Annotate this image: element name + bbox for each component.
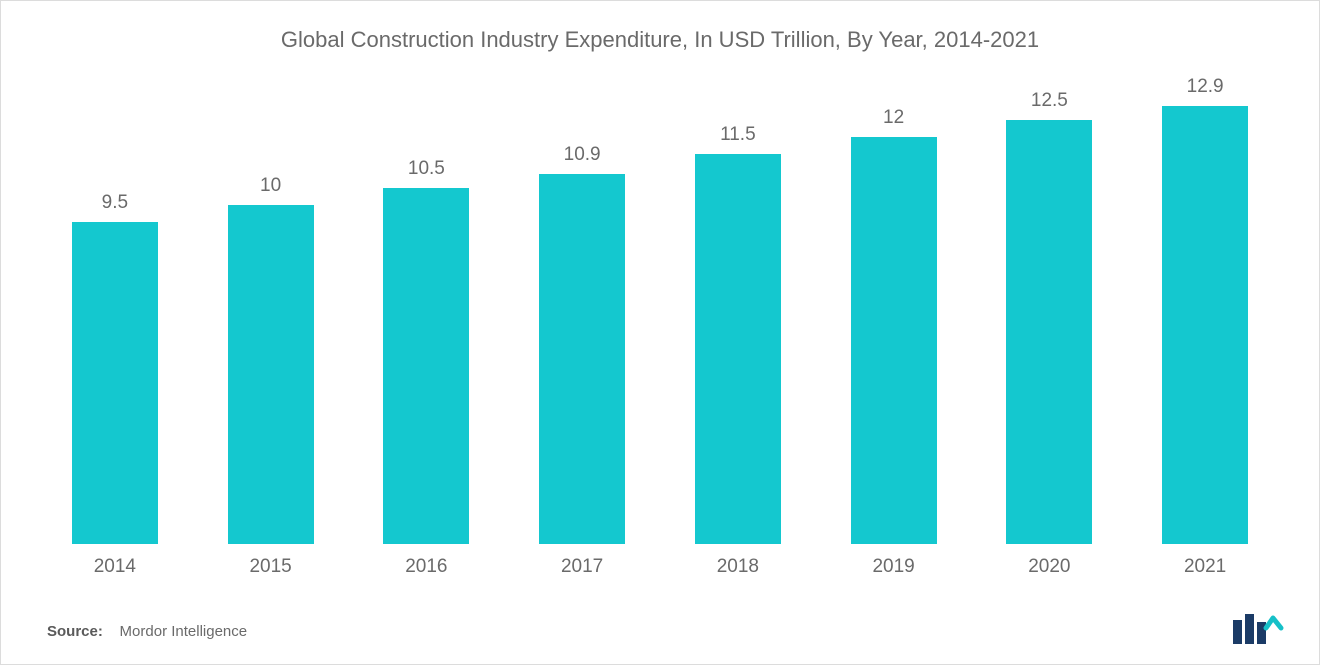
bar-value-label: 10 bbox=[260, 175, 281, 197]
bar-slot: 9.5 bbox=[37, 71, 193, 544]
x-axis-label: 2016 bbox=[349, 556, 505, 578]
bar-value-label: 11.5 bbox=[720, 124, 756, 146]
bar-slot: 12 bbox=[816, 71, 972, 544]
mordor-logo-icon bbox=[1231, 610, 1285, 644]
chart-frame: Global Construction Industry Expenditure… bbox=[0, 0, 1320, 665]
bar-slot: 11.5 bbox=[660, 71, 816, 544]
bar bbox=[228, 205, 314, 544]
plot-area: 9.5 10 10.5 10.9 11.5 12 12.5 12.9 bbox=[37, 71, 1283, 544]
bar bbox=[1162, 106, 1248, 544]
x-axis-label: 2017 bbox=[504, 556, 660, 578]
x-axis-label: 2019 bbox=[816, 556, 972, 578]
source-text: Mordor Intelligence bbox=[120, 623, 248, 640]
bar-value-label: 10.9 bbox=[564, 144, 601, 166]
bar-value-label: 12.5 bbox=[1031, 90, 1068, 112]
source-footer: Source: Mordor Intelligence bbox=[47, 623, 247, 640]
bar-slot: 12.5 bbox=[972, 71, 1128, 544]
x-axis: 20142015201620172018201920202021 bbox=[37, 556, 1283, 578]
bar-value-label: 9.5 bbox=[102, 192, 128, 214]
x-axis-label: 2014 bbox=[37, 556, 193, 578]
bar-value-label: 10.5 bbox=[408, 158, 445, 180]
bar-slot: 12.9 bbox=[1127, 71, 1283, 544]
bar-slot: 10.9 bbox=[504, 71, 660, 544]
bar-value-label: 12.9 bbox=[1187, 76, 1224, 98]
bar bbox=[851, 137, 937, 544]
source-label: Source: bbox=[47, 623, 103, 640]
chart-title: Global Construction Industry Expenditure… bbox=[37, 27, 1283, 53]
bar bbox=[383, 188, 469, 544]
bar-value-label: 12 bbox=[883, 107, 904, 129]
x-axis-label: 2021 bbox=[1127, 556, 1283, 578]
x-axis-label: 2018 bbox=[660, 556, 816, 578]
bar bbox=[695, 154, 781, 544]
bar bbox=[539, 174, 625, 544]
x-axis-label: 2020 bbox=[972, 556, 1128, 578]
bar bbox=[1006, 120, 1092, 544]
bar-slot: 10.5 bbox=[349, 71, 505, 544]
bar-slot: 10 bbox=[193, 71, 349, 544]
bar bbox=[72, 222, 158, 544]
x-axis-label: 2015 bbox=[193, 556, 349, 578]
